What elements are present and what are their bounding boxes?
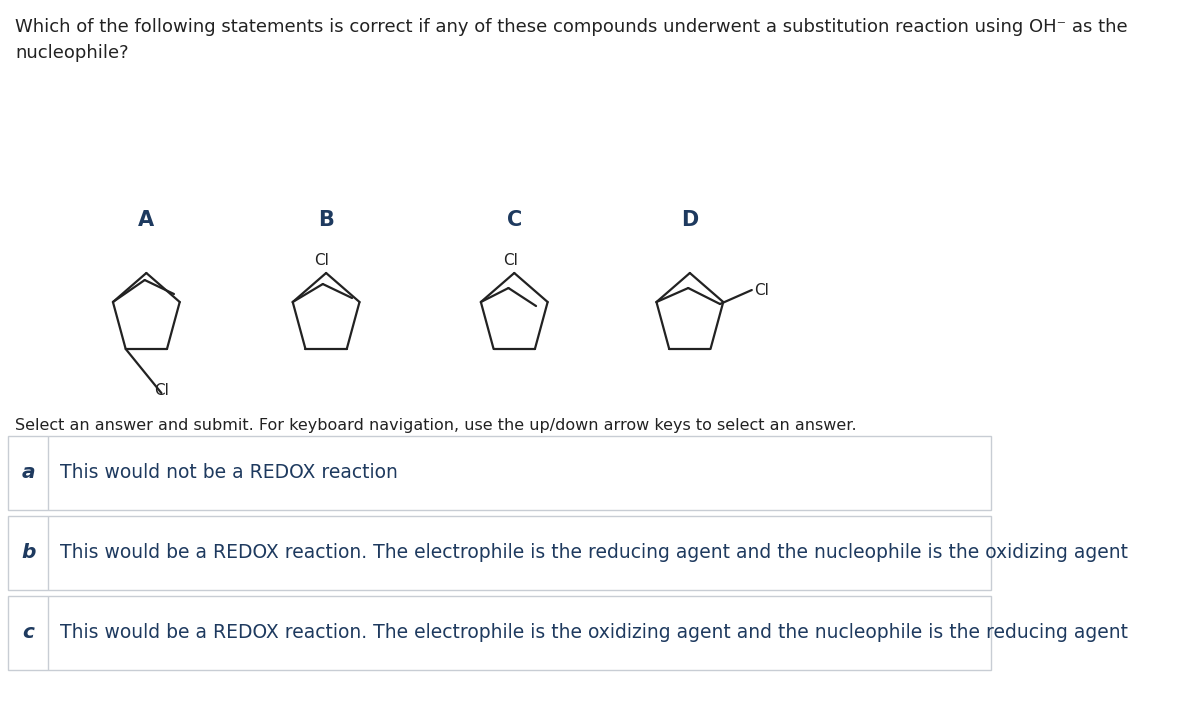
Text: C: C xyxy=(506,210,522,230)
Bar xyxy=(8,516,991,590)
Bar xyxy=(8,436,991,510)
Text: Cl: Cl xyxy=(154,383,169,398)
Text: This would be a REDOX reaction. The electrophile is the reducing agent and the n: This would be a REDOX reaction. The elec… xyxy=(60,544,1128,562)
Text: nucleophile?: nucleophile? xyxy=(16,44,128,62)
Text: Which of the following statements is correct if any of these compounds underwent: Which of the following statements is cor… xyxy=(16,18,1128,36)
Text: a: a xyxy=(22,464,35,482)
Text: A: A xyxy=(138,210,155,230)
Text: Select an answer and submit. For keyboard navigation, use the up/down arrow keys: Select an answer and submit. For keyboar… xyxy=(16,418,857,433)
Text: Cl: Cl xyxy=(755,282,769,297)
Text: D: D xyxy=(682,210,698,230)
Text: Cl: Cl xyxy=(504,253,518,268)
Text: c: c xyxy=(23,624,35,642)
Text: This would be a REDOX reaction. The electrophile is the oxidizing agent and the : This would be a REDOX reaction. The elec… xyxy=(60,624,1128,642)
Text: Cl: Cl xyxy=(313,253,329,268)
Text: B: B xyxy=(318,210,334,230)
Bar xyxy=(8,596,991,670)
Text: b: b xyxy=(22,544,36,562)
Text: This would not be a REDOX reaction: This would not be a REDOX reaction xyxy=(60,464,398,482)
